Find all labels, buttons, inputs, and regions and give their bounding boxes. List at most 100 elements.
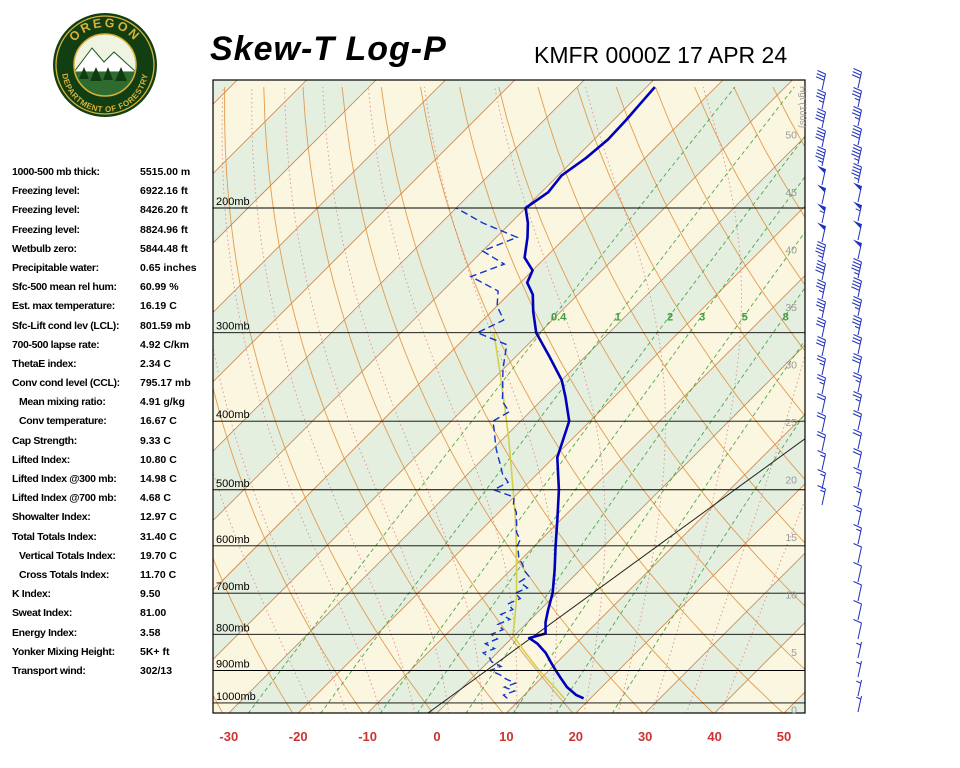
stat-label: Freezing level:	[12, 204, 80, 217]
wind-barb	[852, 429, 862, 450]
stat-value: 4.92 C/km	[140, 338, 190, 351]
wind-barb	[851, 87, 862, 108]
stat-value: 3.58	[140, 626, 161, 639]
wind-barb	[851, 163, 862, 184]
reference-line	[427, 438, 805, 713]
stat-value: 8426.20 ft	[140, 204, 188, 217]
mixing-ratio-label: 2	[667, 311, 673, 323]
wind-barb	[851, 334, 862, 355]
stat-row: Sweat Index: 81.00	[12, 604, 212, 623]
wind-barb	[853, 619, 862, 640]
stat-value: 5844.48 ft	[140, 242, 188, 255]
stat-value: 16.67 C	[140, 415, 177, 428]
stat-label: Cap Strength:	[12, 434, 77, 447]
wind-barb	[856, 679, 862, 697]
stat-value: 4.68 C	[140, 492, 171, 505]
temp-axis-label: -10	[358, 729, 377, 744]
stat-value: 801.59 mb	[140, 319, 191, 332]
wind-barb	[853, 220, 862, 241]
stat-label: Est. max temperature:	[12, 300, 115, 313]
logo-inner-gold-ring	[73, 33, 137, 97]
wind-barb	[853, 486, 862, 507]
stat-label: Sfc-500 mean rel hum:	[12, 281, 117, 294]
wind-barb	[852, 410, 862, 431]
wind-barb	[851, 315, 862, 336]
stat-label: Freezing level:	[12, 185, 80, 198]
wind-barb	[852, 448, 862, 469]
wind-barb	[853, 543, 862, 564]
wind-barb	[816, 412, 826, 433]
wind-barb	[817, 485, 826, 506]
stat-label: Lifted Index @700 mb:	[12, 492, 117, 505]
height-axis-label: 35	[785, 302, 797, 314]
wind-barb	[815, 146, 826, 167]
wind-barb	[856, 641, 862, 659]
stat-label: Showalter Index:	[12, 511, 91, 524]
plot-area	[213, 80, 805, 713]
wind-barb	[815, 260, 826, 281]
page-title: Skew-T Log-P	[210, 30, 447, 68]
wind-barb	[816, 355, 826, 376]
stat-row: Conv cond level (CCL): 795.17 mb	[12, 374, 212, 393]
pressure-label: 800mb	[216, 622, 250, 634]
wind-barb	[815, 279, 826, 300]
stat-value: 16.19 C	[140, 300, 177, 313]
stat-label: Lifted Index @300 mb:	[12, 473, 117, 485]
stat-value: 4.91 g/kg	[140, 396, 185, 409]
height-axis-label: 30	[785, 360, 797, 372]
stat-value: 8824.96 ft	[140, 223, 188, 236]
stat-row: 700-500 lapse rate: 4.92 C/km	[12, 336, 212, 355]
stat-label: Vertical Totals Index:	[19, 549, 116, 562]
wind-barb	[816, 374, 826, 395]
stat-row: Yonker Mixing Height: 5K+ ft	[12, 643, 212, 662]
stat-row: Freezing level: 6922.16 ft	[12, 182, 212, 201]
stat-row: Sfc-500 mean rel hum: 60.99 %	[12, 278, 212, 297]
pressure-lines: 200mb 300mb 400mb 500mb 600mb 700mb 800mb 900mb…	[213, 196, 805, 704]
wind-barb	[853, 182, 862, 203]
height-axis-label: 10	[785, 590, 797, 602]
wind-barb	[816, 431, 826, 452]
stat-label: Freezing level:	[12, 223, 80, 236]
pressure-label: 400mb	[216, 409, 250, 421]
stat-row: Transport wind: 302/13	[12, 662, 212, 681]
wind-barb	[852, 391, 862, 412]
stat-row: Mean mixing ratio: 4.91 g/kg	[12, 393, 212, 412]
mixing-ratio-labels: 0.4 1 2 3 5 8	[551, 311, 789, 323]
stat-value: 9.33 C	[140, 434, 171, 447]
stat-label: Mean mixing ratio:	[19, 396, 106, 409]
stat-value: 11.70 C	[140, 568, 177, 581]
stat-label: Lifted Index:	[12, 453, 70, 466]
wind-barb-column-2	[851, 68, 862, 713]
moist-adiabats	[213, 86, 805, 713]
stat-value: 795.17 mb	[140, 377, 191, 390]
temp-axis-label: 50	[777, 729, 791, 744]
temp-axis-label: -30	[219, 729, 238, 744]
stat-row: Est. max temperature: 16.19 C	[12, 297, 212, 316]
stat-label: 1000-500 mb thick:	[12, 166, 100, 178]
wind-barb	[853, 201, 862, 222]
wind-barb	[851, 106, 862, 127]
pressure-label: 200mb	[216, 196, 250, 208]
wind-barb	[853, 467, 862, 488]
stat-label: Energy Index:	[12, 626, 77, 639]
wind-barb	[851, 144, 862, 165]
stat-row: Showalter Index: 12.97 C	[12, 508, 212, 527]
wind-barb	[817, 203, 826, 224]
wind-barb	[852, 372, 862, 393]
pressure-label: 600mb	[216, 534, 250, 546]
pressure-label: 500mb	[216, 478, 250, 490]
wind-barb	[817, 469, 826, 490]
stat-row: Lifted Index @300 mb: 14.98 C	[12, 470, 212, 489]
stat-value: 5K+ ft	[140, 645, 170, 658]
isotherm-bands	[213, 80, 805, 713]
pressure-label: 1000mb	[216, 691, 256, 703]
mixing-ratio-label: 5	[742, 311, 748, 323]
temp-axis-label: 0	[433, 729, 440, 744]
wind-barb	[815, 70, 826, 91]
wind-barb	[815, 298, 826, 319]
wind-barb	[851, 353, 862, 374]
stat-value: 14.98 C	[140, 473, 177, 485]
station-datetime: KMFR 0000Z 17 APR 24	[534, 42, 788, 68]
